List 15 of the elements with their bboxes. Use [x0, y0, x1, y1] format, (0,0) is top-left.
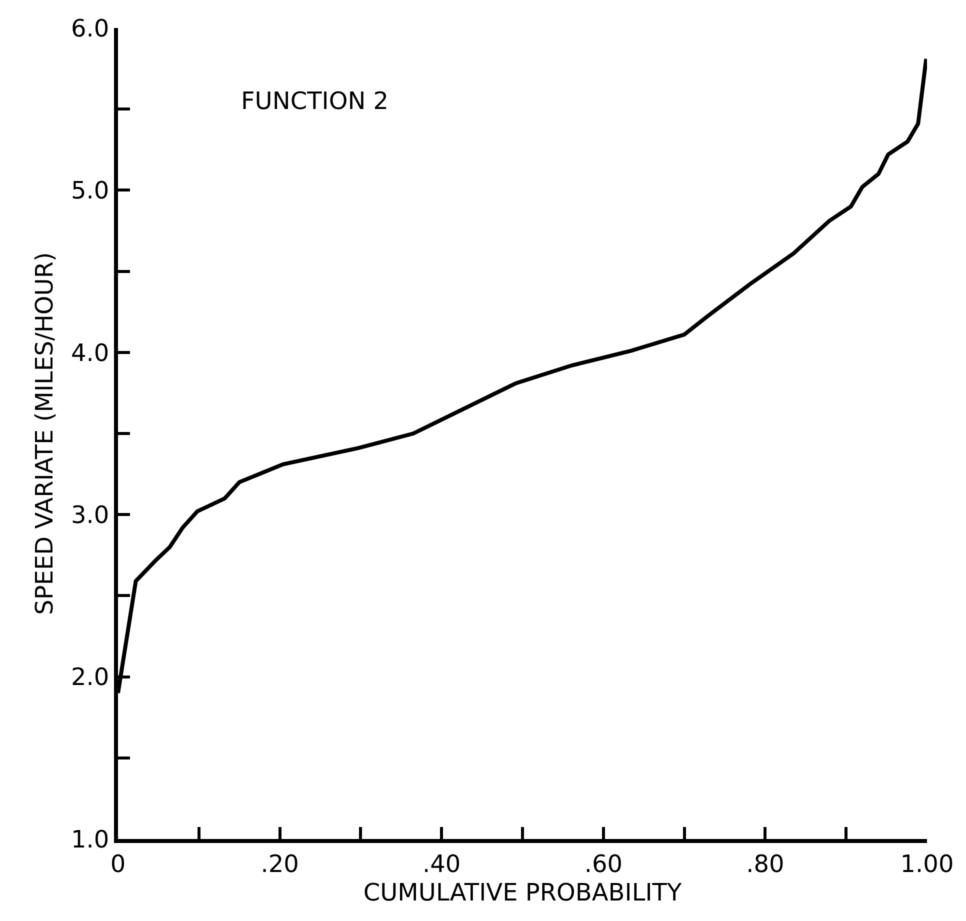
x-tick-label: .80 [746, 850, 784, 878]
y-tick-label: 1.0 [71, 825, 110, 854]
x-tick-label: 0 [110, 850, 126, 878]
annotation: FUNCTION 2 [241, 87, 389, 115]
y-tick-label: 6.0 [71, 14, 110, 42]
y-tick-label: 3.0 [71, 501, 110, 529]
x-tick-label: 1.00 [900, 850, 954, 878]
x-tick-label: .60 [584, 850, 622, 878]
x-axis-title: CUMULATIVE PROBABILITY [363, 878, 682, 907]
y-tick-label: 2.0 [71, 663, 110, 692]
y-axis-title: SPEED VARIATE (MILES/HOUR) [30, 252, 59, 615]
y-tick-label: 5.0 [71, 176, 110, 205]
y-tick-label: 4.0 [71, 338, 110, 367]
x-tick-label: .40 [422, 850, 461, 878]
x-tick-label: .20 [260, 850, 299, 878]
